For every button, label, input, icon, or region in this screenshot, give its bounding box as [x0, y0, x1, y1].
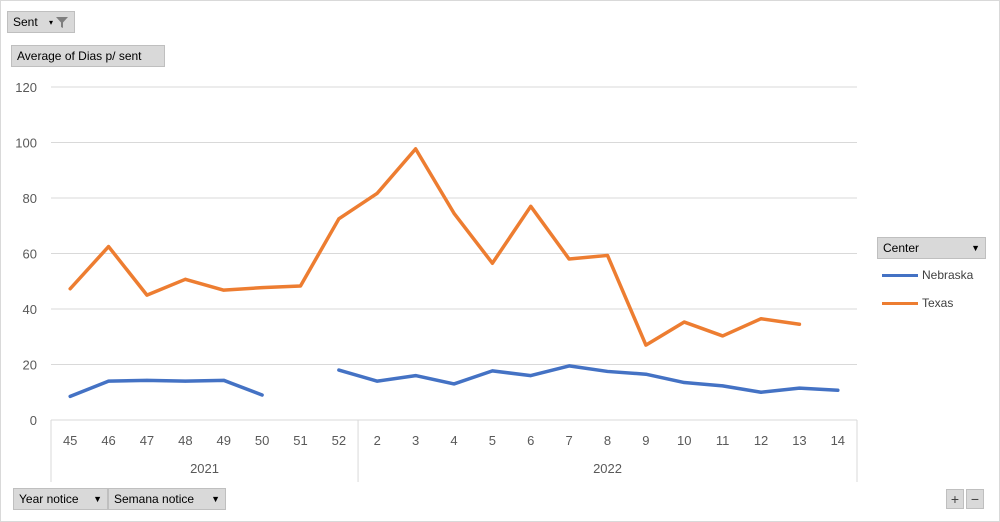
zoom-in-button[interactable]: +: [946, 489, 964, 509]
chevron-down-icon: ▼: [971, 243, 980, 253]
sent-filter-label: Sent: [13, 15, 38, 29]
group-label: 2022: [593, 461, 622, 476]
data-point-texas: [682, 320, 686, 324]
data-point-nebraska: [145, 378, 149, 382]
x-tick-label: 47: [140, 433, 154, 448]
x-tick-label: 7: [566, 433, 573, 448]
x-tick-label: 2: [374, 433, 381, 448]
data-point-texas: [337, 217, 341, 221]
y-tick-label: 80: [23, 191, 37, 206]
x-tick-label: 45: [63, 433, 77, 448]
data-point-texas: [107, 245, 111, 249]
sent-filter-button[interactable]: Sent ▾: [7, 11, 75, 33]
legend-label-texas: Texas: [922, 296, 954, 310]
year-notice-label: Year notice: [19, 492, 79, 506]
legend-title: Center: [883, 241, 920, 255]
nebraska-swatch: [882, 273, 918, 277]
data-point-nebraska: [682, 381, 686, 385]
series-line-nebraska: [68, 378, 264, 399]
data-point-texas: [529, 204, 533, 208]
y-tick-label: 20: [23, 358, 37, 373]
y-tick-label: 0: [30, 413, 37, 428]
year-notice-button[interactable]: Year notice ▼: [13, 488, 108, 510]
data-point-nebraska: [490, 369, 494, 373]
x-tick-label: 48: [178, 433, 192, 448]
semana-notice-label: Semana notice: [114, 492, 195, 506]
data-point-texas: [68, 287, 72, 291]
x-tick-label: 8: [604, 433, 611, 448]
data-point-texas: [298, 284, 302, 288]
group-label: 2021: [190, 461, 219, 476]
x-tick-label: 10: [677, 433, 691, 448]
data-point-texas: [721, 334, 725, 338]
data-point-texas: [414, 147, 418, 151]
x-tick-label: 9: [642, 433, 649, 448]
x-tick-label: 11: [716, 433, 730, 448]
x-tick-label: 12: [754, 433, 768, 448]
x-tick-label: 3: [412, 433, 419, 448]
legend-item-texas: Texas: [882, 296, 953, 310]
data-point-nebraska: [337, 368, 341, 372]
x-tick-label: 52: [332, 433, 346, 448]
data-point-texas: [797, 322, 801, 326]
data-point-texas: [260, 286, 264, 290]
y-tick-label: 100: [15, 136, 37, 151]
data-point-nebraska: [836, 388, 840, 392]
data-point-texas: [145, 293, 149, 297]
data-point-texas: [606, 253, 610, 257]
zoom-out-button[interactable]: −: [966, 489, 984, 509]
data-point-texas: [567, 257, 571, 261]
x-tick-label: 6: [527, 433, 534, 448]
data-point-texas: [222, 288, 226, 292]
x-tick-label: 5: [489, 433, 496, 448]
x-tick-label: 46: [101, 433, 115, 448]
x-tick-label: 14: [831, 433, 845, 448]
data-point-texas: [452, 211, 456, 215]
y-tick-label: 120: [15, 80, 37, 95]
data-point-nebraska: [183, 379, 187, 383]
data-point-nebraska: [414, 374, 418, 378]
data-point-texas: [375, 191, 379, 195]
x-tick-label: 13: [792, 433, 806, 448]
data-point-nebraska: [759, 390, 763, 394]
value-field-label: Average of Dias p/ sent: [17, 49, 142, 63]
filter-icon[interactable]: ▾: [49, 16, 69, 29]
series-line-texas: [68, 147, 802, 347]
texas-swatch: [882, 301, 918, 305]
data-point-nebraska: [375, 379, 379, 383]
data-point-nebraska: [260, 393, 264, 397]
data-point-nebraska: [452, 382, 456, 386]
data-point-nebraska: [107, 379, 111, 383]
series-line-nebraska: [337, 364, 840, 394]
data-point-nebraska: [529, 374, 533, 378]
legend-item-nebraska: Nebraska: [882, 268, 973, 282]
data-point-texas: [183, 277, 187, 281]
data-point-nebraska: [222, 378, 226, 382]
data-point-texas: [644, 343, 648, 347]
chevron-down-icon: ▼: [93, 494, 102, 504]
data-point-nebraska: [606, 369, 610, 373]
data-point-nebraska: [797, 386, 801, 390]
center-legend-button[interactable]: Center ▼: [877, 237, 986, 259]
x-tick-label: 50: [255, 433, 269, 448]
average-dias-value-button[interactable]: Average of Dias p/ sent: [11, 45, 165, 67]
data-point-nebraska: [644, 372, 648, 376]
y-tick-label: 40: [23, 302, 37, 317]
chevron-down-icon: ▼: [211, 494, 220, 504]
legend-label-nebraska: Nebraska: [922, 268, 974, 282]
data-point-nebraska: [567, 364, 571, 368]
x-tick-label: 4: [450, 433, 457, 448]
data-point-texas: [490, 261, 494, 265]
data-point-nebraska: [68, 394, 72, 398]
x-tick-label: 51: [293, 433, 307, 448]
x-tick-label: 49: [216, 433, 230, 448]
data-point-texas: [759, 317, 763, 321]
semana-notice-button[interactable]: Semana notice ▼: [108, 488, 226, 510]
data-point-nebraska: [721, 384, 725, 388]
y-tick-label: 60: [23, 247, 37, 262]
